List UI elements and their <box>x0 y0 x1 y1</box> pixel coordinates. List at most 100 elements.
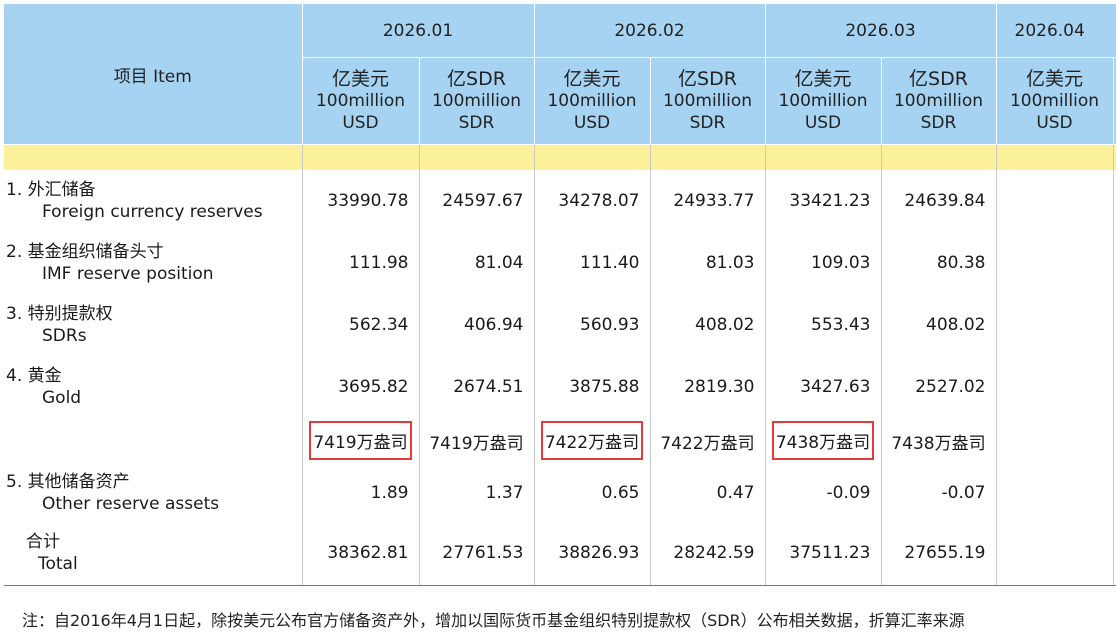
unit-header-sdr: 亿SDR 100million SDR <box>419 57 535 145</box>
value-cell: 111.40 <box>534 232 651 294</box>
unit-line2: SDR <box>920 113 957 133</box>
unit-line1: 100million <box>547 91 637 111</box>
cell-value: 7438万盎司 <box>891 433 986 454</box>
value-cell: 3427.63 <box>765 356 882 418</box>
row-label-en: Gold <box>42 388 82 408</box>
cell-value: 111.98 <box>349 253 409 273</box>
row-label: 3. 特别提款权 SDRs <box>4 294 303 356</box>
value-cell <box>1113 294 1116 356</box>
value-cell: 37511.23 <box>765 522 882 586</box>
table-row: 3. 特别提款权 SDRs 562.34 406.94 560.93 408.02 553.… <box>4 294 1116 356</box>
cell-value: -0.09 <box>826 483 871 503</box>
value-cell: 0.47 <box>650 464 766 522</box>
unit-line1: 100million <box>662 91 753 111</box>
unit-line2: USD <box>804 113 842 133</box>
table-row: 2. 基金组织储备头寸 IMF reserve position 111.98 81.… <box>4 232 1116 294</box>
band-cell <box>881 144 997 170</box>
value-cell <box>996 418 1114 464</box>
cell-value: 33421.23 <box>789 191 871 211</box>
month-header: 2026.01 <box>302 4 535 58</box>
band-cell <box>650 144 766 170</box>
cell-value: 3875.88 <box>569 377 640 397</box>
row-label-cn: 2. 基金组织储备头寸 <box>6 242 164 262</box>
unit-line2: USD <box>342 113 379 133</box>
table-row: 合计 Total 38362.81 27761.53 38826.93 28242.59 3… <box>4 522 1116 586</box>
cell-value: 0.65 <box>601 483 640 503</box>
value-cell <box>1113 232 1116 294</box>
unit-header-sdr: 亿SDR 100million SDR <box>650 57 766 145</box>
value-cell <box>996 170 1114 232</box>
item-header: 项目 Item <box>4 4 303 145</box>
unit-line1: 100million <box>778 91 868 111</box>
cell-value: 38362.81 <box>327 543 409 564</box>
cell-value: 408.02 <box>926 315 986 335</box>
value-cell: 33990.78 <box>302 170 420 232</box>
unit-header-usd: 亿美元 100million USD <box>996 57 1114 145</box>
row-label: 合计 Total <box>4 522 303 586</box>
cell-value: 80.38 <box>936 253 986 273</box>
unit-line2: USD <box>1036 113 1073 133</box>
table-body: 1. 外汇储备 Foreign currency reserves 33990.78… <box>4 170 1116 586</box>
value-cell: 38362.81 <box>302 522 420 586</box>
cell-value: 2674.51 <box>453 377 524 397</box>
unit-cn: 亿SDR <box>447 68 506 90</box>
row-label-en: Foreign currency reserves <box>42 202 263 222</box>
unit-header-sdr: 亿SDR 100million SDR <box>881 57 997 145</box>
highlighted-value: 7438万盎司 <box>771 420 875 460</box>
value-cell: 406.94 <box>419 294 535 356</box>
cell-value: 37511.23 <box>789 543 871 564</box>
cell-value: 406.94 <box>464 315 524 335</box>
cell-value: 3695.82 <box>338 377 409 397</box>
cell-value: 24639.84 <box>904 191 986 211</box>
value-cell: 553.43 <box>765 294 882 356</box>
unit-cn: 亿SDR <box>678 68 737 90</box>
cell-value: 81.04 <box>474 253 524 273</box>
cell-value: 7419万盎司 <box>429 433 524 454</box>
highlighted-value: 7419万盎司 <box>309 420 412 460</box>
yellow-band <box>4 144 1116 170</box>
value-cell: 24639.84 <box>881 170 997 232</box>
value-cell: 3695.82 <box>302 356 420 418</box>
month-header: 2026.03 <box>765 4 997 58</box>
band-cell <box>996 144 1114 170</box>
table-row: 7419万盎司 7419万盎司 7422万盎司 7422万盎司 7438万盎司 7438万… <box>4 418 1116 464</box>
cell-value: 34278.07 <box>558 191 640 211</box>
band-cell <box>1113 144 1116 170</box>
cell-value: 27655.19 <box>904 543 986 564</box>
row-label-cn: 5. 其他储备资产 <box>6 472 130 492</box>
value-cell <box>996 522 1114 586</box>
value-cell: 7438万盎司 <box>765 418 882 464</box>
cell-value: 1.89 <box>370 483 409 503</box>
cell-value: 38826.93 <box>558 543 640 564</box>
cell-value: 1.37 <box>485 483 524 503</box>
band-cell <box>4 144 303 170</box>
row-label-en: SDRs <box>42 326 87 346</box>
unit-line1: 100million <box>893 91 984 111</box>
band-cell <box>419 144 535 170</box>
value-cell: 24933.77 <box>650 170 766 232</box>
value-cell: 24597.67 <box>419 170 535 232</box>
value-cell: 2527.02 <box>881 356 997 418</box>
cell-value: 24597.67 <box>442 191 524 211</box>
row-label: 4. 黄金 Gold <box>4 356 303 418</box>
value-cell: 2819.30 <box>650 356 766 418</box>
value-cell <box>1113 464 1116 522</box>
table-row: 5. 其他储备资产 Other reserve assets 1.89 1.37 0.6… <box>4 464 1116 522</box>
row-label: 1. 外汇储备 Foreign currency reserves <box>4 170 303 232</box>
month-header: 2026.04 <box>996 4 1116 58</box>
cell-value: 2527.02 <box>915 377 986 397</box>
value-cell <box>996 294 1114 356</box>
value-cell: 80.38 <box>881 232 997 294</box>
unit-header-usd: 亿美元 100million USD <box>302 57 420 145</box>
cell-value: 0.47 <box>716 483 755 503</box>
cell-value: 560.93 <box>580 315 640 335</box>
table-row: 1. 外汇储备 Foreign currency reserves 33990.78… <box>4 170 1116 232</box>
unit-cn: 亿SDR <box>909 68 968 90</box>
row-label: 5. 其他储备资产 Other reserve assets <box>4 464 303 522</box>
value-cell: 27761.53 <box>419 522 535 586</box>
cell-value: 562.34 <box>349 315 409 335</box>
value-cell: 33421.23 <box>765 170 882 232</box>
value-cell: 3875.88 <box>534 356 651 418</box>
value-cell: 111.98 <box>302 232 420 294</box>
value-cell: 560.93 <box>534 294 651 356</box>
